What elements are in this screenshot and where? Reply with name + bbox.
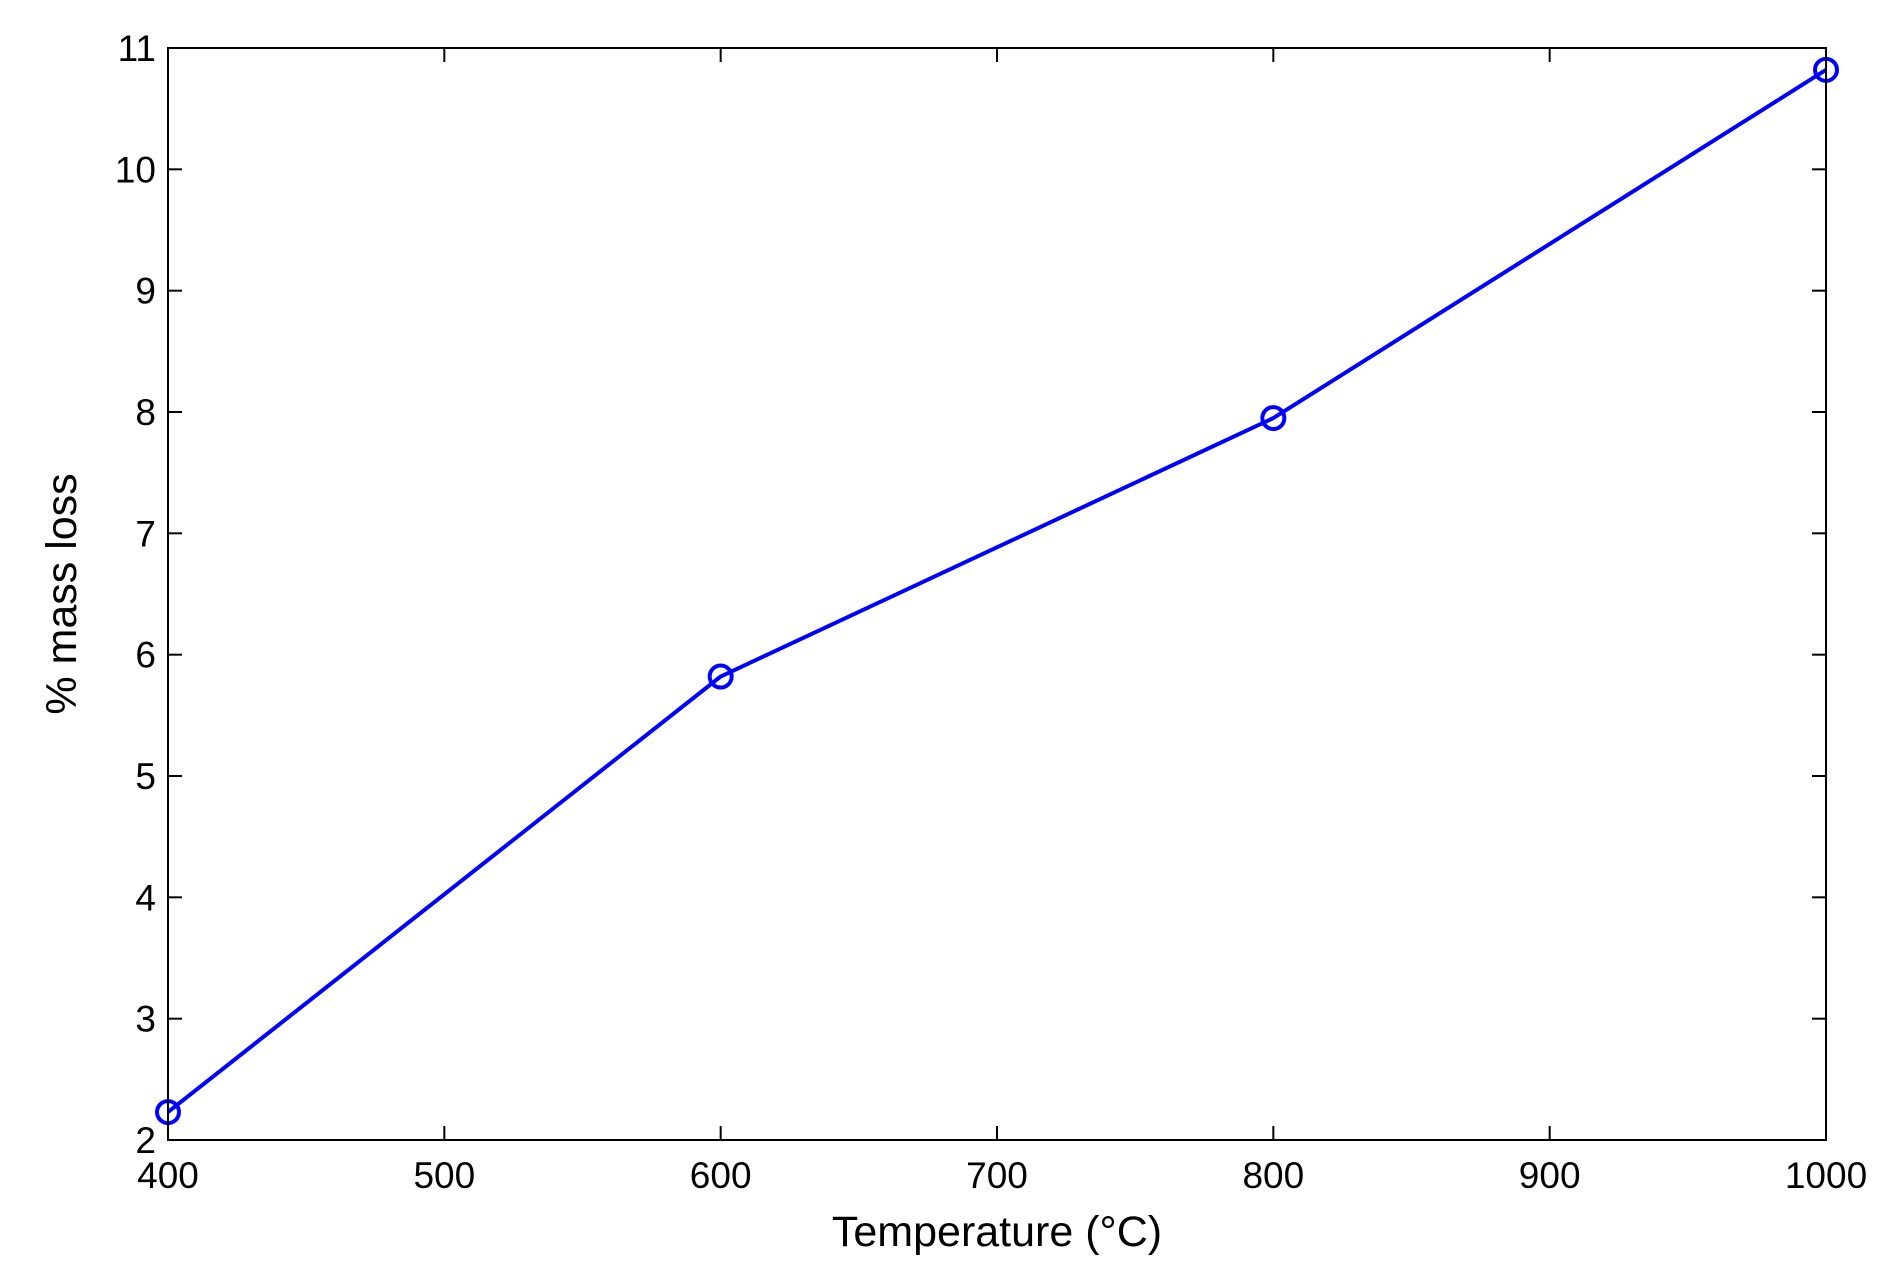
y-tick-label: 8 (135, 392, 156, 433)
x-tick-label: 400 (137, 1155, 199, 1196)
y-tick-label: 11 (118, 28, 156, 69)
data-point (1260, 405, 1287, 432)
series-line (166, 68, 1828, 1114)
x-tick-label: 1000 (1785, 1155, 1867, 1196)
y-tick-label: 2 (135, 1120, 156, 1161)
axis-ticks: 400 500 600 700 800 900 1000 2 3 4 5 6 7 8 9 10 11 (115, 28, 1867, 1196)
y-tick-label: 6 (135, 635, 156, 676)
x-tick-label: 800 (1242, 1155, 1304, 1196)
y-tick-label: 3 (135, 999, 156, 1040)
x-tick-label: 500 (413, 1155, 475, 1196)
x-tick-label: 700 (966, 1155, 1028, 1196)
y-tick-label: 5 (135, 756, 156, 797)
x-axis-title: Temperature (°C) (832, 1208, 1162, 1256)
y-tick-label: 4 (135, 877, 156, 918)
y-axis-title: % mass loss (38, 473, 86, 714)
x-tick-label: 900 (1519, 1155, 1581, 1196)
y-tick-label: 7 (135, 513, 156, 554)
x-tick-label: 600 (690, 1155, 752, 1196)
y-tick-label: 9 (135, 271, 156, 312)
data-point (707, 663, 734, 690)
y-tick-label: 10 (115, 149, 156, 190)
